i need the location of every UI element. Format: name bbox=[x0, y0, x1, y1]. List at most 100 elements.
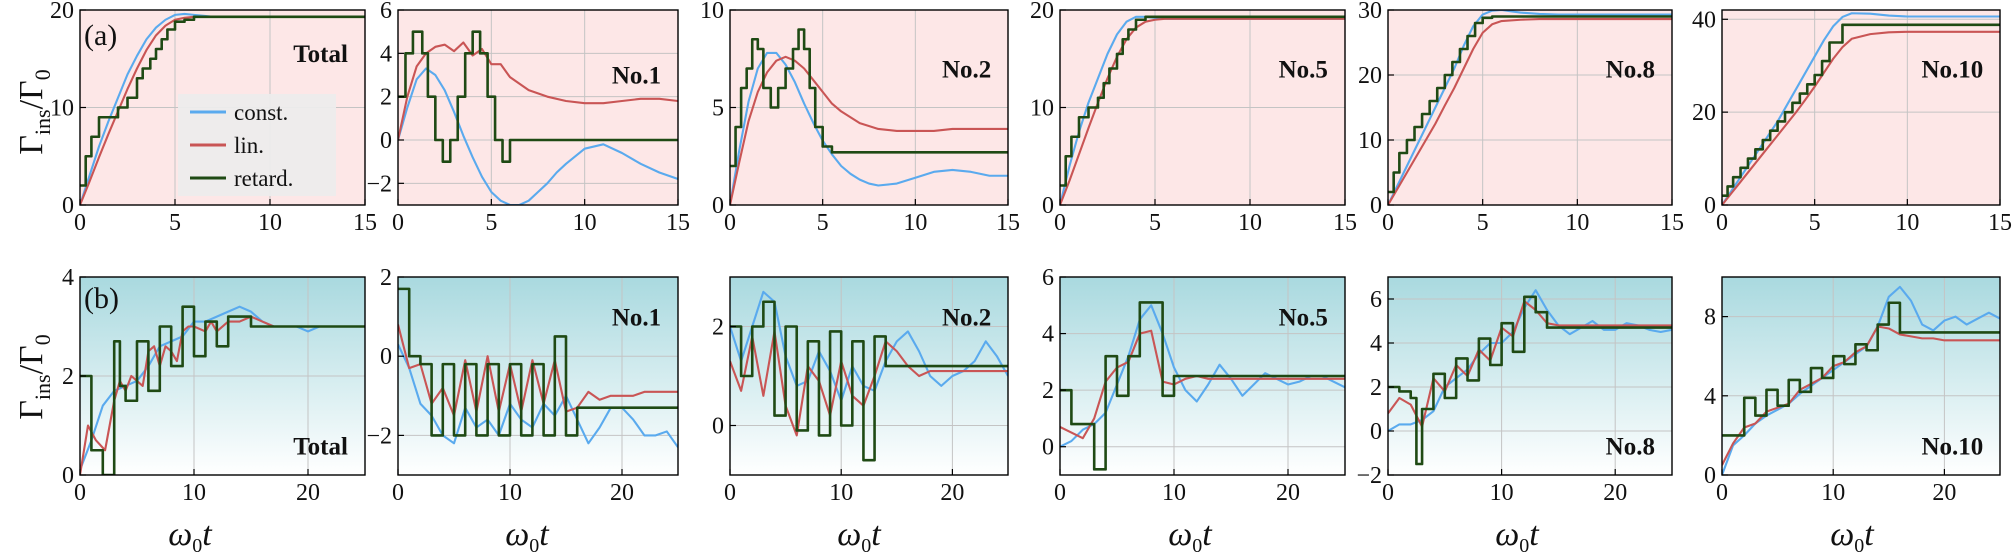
y-tick-label: 2 bbox=[712, 315, 724, 341]
x-tick-label: 0 bbox=[1716, 480, 1728, 506]
x-axis-label-5: ω0t bbox=[1495, 516, 1540, 557]
series-line-lin bbox=[1722, 325, 2000, 466]
panel-a-no10: 0 5 10 15 0 20 40 No.10 bbox=[1692, 7, 2012, 236]
series-line-lin bbox=[398, 41, 678, 141]
series-group bbox=[398, 287, 678, 448]
x-tick-label: 10 bbox=[182, 480, 206, 506]
x-tick-label: 5 bbox=[817, 210, 829, 236]
y-tick-label: 6 bbox=[1370, 287, 1382, 313]
x-tick-label: 20 bbox=[940, 480, 964, 506]
subplot-title: No.5 bbox=[1279, 57, 1328, 84]
y-tick-label: 0 bbox=[712, 414, 724, 440]
series-group bbox=[1722, 285, 2000, 475]
panel-b-no1: 0 10 20 −2 0 2 No.1 bbox=[366, 265, 679, 506]
x-tick-label: 15 bbox=[353, 210, 377, 236]
panel-frame bbox=[1387, 9, 1673, 206]
x-tick-label: 5 bbox=[485, 210, 497, 236]
y-tick-label: 0 bbox=[1370, 193, 1382, 219]
x-tick-label: 5 bbox=[169, 210, 181, 236]
x-tick-label: 10 bbox=[1162, 480, 1186, 506]
x-tick-label: 0 bbox=[1382, 480, 1394, 506]
series-line-lin bbox=[1388, 300, 1672, 428]
panel-b-total: 0 10 20 0 2 4 Total bbox=[62, 265, 366, 506]
y-axis-label-row-a: Γins/Γ0 bbox=[13, 69, 55, 154]
panel-a-no8: 0 5 10 15 0 10 20 30 No.8 bbox=[1358, 0, 1684, 236]
x-tick-label: 10 bbox=[1895, 210, 1919, 236]
subplot-title: No.8 bbox=[1606, 57, 1655, 84]
legend-label-retard: retard. bbox=[234, 166, 293, 191]
x-tick-label: 10 bbox=[903, 210, 927, 236]
subplot-title: No.1 bbox=[612, 62, 661, 89]
x-tick-label: 0 bbox=[724, 480, 736, 506]
y-tick-label: 10 bbox=[700, 0, 724, 24]
x-axis-label-4: ω0t bbox=[1168, 516, 1213, 557]
y-axis-label-row-b: Γins/Γ0 bbox=[13, 334, 55, 419]
x-tick-label: 15 bbox=[1988, 210, 2012, 236]
series-line-const bbox=[398, 67, 678, 205]
y-tick-label: 10 bbox=[1358, 128, 1382, 154]
x-tick-label: 10 bbox=[829, 480, 853, 506]
series-line-lin bbox=[398, 324, 678, 417]
series-line-lin bbox=[1060, 329, 1345, 440]
series-line-retard bbox=[1060, 15, 1345, 187]
y-tick-label: 0 bbox=[1370, 419, 1382, 445]
y-tick-label: 5 bbox=[712, 96, 724, 122]
series-line-const bbox=[398, 343, 678, 448]
x-tick-label: 0 bbox=[1382, 210, 1394, 236]
y-tick-label: 0 bbox=[1042, 193, 1054, 219]
series-line-lin bbox=[730, 330, 1008, 437]
subplot-title: No.5 bbox=[1279, 305, 1328, 332]
subplot-title: No.8 bbox=[1606, 433, 1655, 460]
series-line-retard bbox=[398, 30, 678, 163]
y-tick-label: 0 bbox=[712, 193, 724, 219]
y-tick-label: 0 bbox=[1704, 463, 1716, 489]
panel-frame bbox=[1721, 9, 2001, 206]
panel-background bbox=[1722, 10, 2000, 205]
x-tick-label: 5 bbox=[1809, 210, 1821, 236]
x-tick-label: 10 bbox=[498, 480, 522, 506]
series-group bbox=[1388, 289, 1672, 466]
series-group bbox=[730, 28, 1008, 205]
x-tick-label: 5 bbox=[1477, 210, 1489, 236]
x-tick-label: 0 bbox=[392, 480, 404, 506]
panel-a-no5: 0 5 10 15 0 10 20 No.5 bbox=[1030, 0, 1357, 236]
legend-label-lin: lin. bbox=[234, 133, 264, 158]
y-tick-label: 2 bbox=[380, 85, 392, 111]
y-tick-label: 0 bbox=[380, 128, 392, 154]
y-tick-label: 2 bbox=[380, 265, 392, 291]
y-tick-label: 6 bbox=[1042, 265, 1054, 291]
x-tick-label: 15 bbox=[1333, 210, 1357, 236]
x-tick-label: 10 bbox=[258, 210, 282, 236]
x-tick-label: 20 bbox=[1932, 480, 1956, 506]
y-tick-label: −2 bbox=[366, 423, 392, 449]
x-tick-label: 10 bbox=[1821, 480, 1845, 506]
y-tick-label: 2 bbox=[1370, 375, 1382, 401]
x-axis-label-2: ω0t bbox=[505, 516, 550, 557]
legend-label-const: const. bbox=[234, 100, 288, 125]
series-line-retard bbox=[398, 287, 678, 437]
legend: const. lin. retard. bbox=[178, 94, 336, 196]
series-group bbox=[80, 305, 365, 475]
x-axis-label-1: ω0t bbox=[168, 516, 213, 557]
y-tick-label: 0 bbox=[380, 344, 392, 370]
panel-b-no2: 0 10 20 0 2 No.2 bbox=[712, 276, 1009, 506]
row-a-label: (a) bbox=[84, 19, 117, 52]
y-tick-label: 4 bbox=[62, 265, 74, 291]
x-tick-label: 20 bbox=[1276, 480, 1300, 506]
x-tick-label: 0 bbox=[1716, 210, 1728, 236]
series-group bbox=[1722, 12, 2000, 205]
y-tick-label: 6 bbox=[380, 0, 392, 24]
y-tick-label: 2 bbox=[1042, 378, 1054, 404]
subplot-title: No.2 bbox=[942, 305, 991, 332]
x-tick-label: 0 bbox=[74, 210, 86, 236]
subplot-title: No.2 bbox=[942, 57, 991, 84]
series-line-const bbox=[730, 51, 1008, 205]
y-tick-label: 4 bbox=[380, 41, 392, 67]
y-tick-label: 20 bbox=[1358, 63, 1382, 89]
series-group bbox=[398, 30, 678, 205]
series-line-retard bbox=[1722, 301, 2000, 437]
subplot-title: No.10 bbox=[1922, 57, 1984, 84]
x-tick-label: 0 bbox=[1054, 480, 1066, 506]
